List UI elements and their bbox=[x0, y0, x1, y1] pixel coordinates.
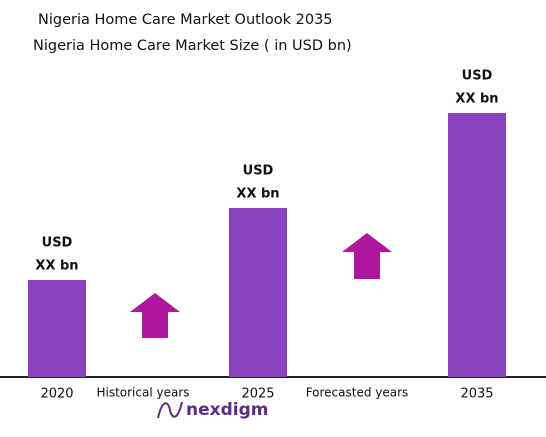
bar bbox=[28, 280, 86, 377]
x-tick-label: 2025 bbox=[241, 387, 274, 402]
logo: nexdigm bbox=[186, 400, 268, 420]
bar bbox=[229, 208, 287, 377]
value-label: XX bn bbox=[236, 187, 279, 202]
value-label: XX bn bbox=[455, 92, 498, 107]
x-tick-label: 2020 bbox=[40, 387, 73, 402]
arrow-up bbox=[342, 233, 392, 279]
chart-subtitle: Nigeria Home Care Market Size ( in USD b… bbox=[33, 38, 352, 54]
annotation: Historical years bbox=[96, 386, 189, 400]
arrow-up bbox=[130, 293, 180, 338]
value-label: USD bbox=[243, 164, 274, 179]
bar bbox=[448, 113, 506, 377]
x-tick-label: 2035 bbox=[460, 387, 493, 402]
value-label: USD bbox=[42, 236, 73, 251]
chart-title: Nigeria Home Care Market Outlook 2035 bbox=[38, 12, 333, 28]
value-label: XX bn bbox=[35, 259, 78, 274]
value-label: USD bbox=[462, 69, 493, 84]
logo-icon bbox=[157, 401, 183, 419]
annotation: Forecasted years bbox=[306, 386, 409, 400]
